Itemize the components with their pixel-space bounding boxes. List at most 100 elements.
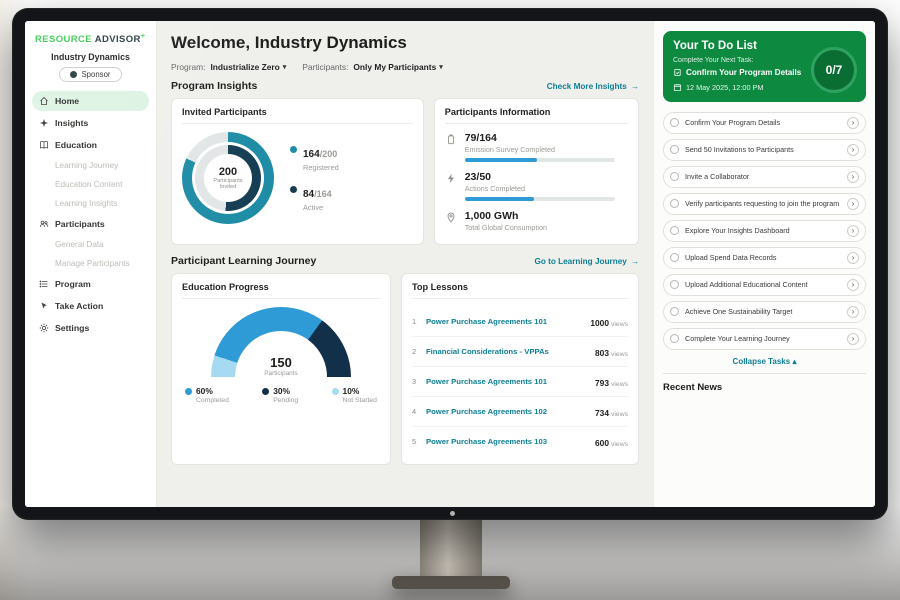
- sidebar-item-label: Education: [55, 140, 97, 151]
- lesson-link[interactable]: Financial Considerations - VPPAs: [425, 347, 549, 356]
- card-title: Participants Information: [444, 107, 628, 124]
- check-more-insights-link[interactable]: Check More Insights →: [547, 82, 639, 91]
- task-row[interactable]: Verify participants requesting to join t…: [663, 192, 866, 215]
- chevron-right-icon[interactable]: ›: [847, 278, 859, 291]
- sidebar-item-take-action[interactable]: Take Action: [32, 296, 149, 316]
- gear-icon: [39, 323, 49, 333]
- views-word: views: [611, 320, 628, 328]
- power-led: [450, 511, 455, 516]
- program-filter-label: Program:: [171, 62, 206, 72]
- people-icon: [39, 219, 49, 229]
- dashboard-screen: RESOURCE ADVISOR+ Industry Dynamics Spon…: [25, 21, 875, 507]
- legend-pct: 30%: [273, 386, 290, 396]
- task-row[interactable]: Upload Additional Educational Content ›: [663, 273, 866, 296]
- task-row[interactable]: Upload Spend Data Records ›: [663, 246, 866, 269]
- task-checkbox[interactable]: [670, 172, 679, 182]
- legend-dot: [290, 146, 297, 153]
- sidebar-item-program[interactable]: Program: [32, 274, 149, 294]
- task-checkbox[interactable]: [670, 334, 679, 344]
- task-checkbox[interactable]: [670, 118, 679, 128]
- legend-dot: [262, 388, 270, 395]
- sidebar-item-insights[interactable]: Insights: [32, 113, 149, 133]
- sponsor-badge[interactable]: Sponsor: [59, 67, 122, 83]
- donut-legend: 164/200 Registered 84/164 Active: [290, 144, 339, 212]
- pointer-icon: [39, 301, 49, 311]
- card-title: Top Lessons: [411, 282, 628, 299]
- sidebar-item-label: Settings: [55, 323, 90, 334]
- invited-participants-card: Invited Participants 200 Participants In…: [171, 98, 424, 245]
- chevron-down-icon: ▾: [439, 64, 443, 71]
- chevron-right-icon[interactable]: ›: [847, 305, 859, 318]
- sidebar-item-label: Insights: [55, 118, 89, 129]
- chevron-right-icon[interactable]: ›: [847, 251, 859, 264]
- chevron-right-icon[interactable]: ›: [847, 143, 859, 156]
- legend-dot: [185, 388, 192, 395]
- sidebar-item-label: Home: [55, 96, 80, 107]
- arrow-right-icon: →: [630, 81, 639, 91]
- stat-global-consumption: 1,000 GWh Total Global Consumption: [445, 210, 628, 236]
- sidebar: RESOURCE ADVISOR+ Industry Dynamics Spon…: [25, 21, 157, 507]
- participants-filter-select[interactable]: Only My Participants ▾: [353, 62, 442, 72]
- task-checkbox[interactable]: [670, 199, 679, 209]
- todo-subtitle: Complete Your Next Task:: [673, 57, 754, 64]
- stat-value: 1,000 GWh: [464, 210, 519, 222]
- todo-progress-ring: 0/7: [811, 47, 857, 93]
- lesson-link[interactable]: Power Purchase Agreements 101: [425, 377, 548, 386]
- sidebar-nav: Home Insights Education Learning Journey…: [32, 91, 149, 338]
- sidebar-item-home[interactable]: Home: [32, 91, 149, 112]
- task-row[interactable]: Confirm Your Program Details ›: [663, 111, 866, 134]
- chevron-right-icon[interactable]: ›: [847, 332, 859, 345]
- chevron-right-icon[interactable]: ›: [847, 197, 859, 210]
- todo-next-task: Confirm Your Program Details: [673, 68, 815, 78]
- task-checkbox[interactable]: [670, 145, 679, 155]
- collapse-tasks-link[interactable]: Collapse Tasks ▴: [663, 357, 866, 366]
- sidebar-item-settings[interactable]: Settings: [32, 318, 149, 338]
- chevron-right-icon[interactable]: ›: [847, 224, 859, 237]
- todo-summary-card: Your To Do List Complete Your Next Task:…: [663, 31, 866, 102]
- lesson-link[interactable]: Power Purchase Agreements 103: [425, 437, 548, 446]
- legend-label: Pending: [273, 397, 299, 404]
- chevron-right-icon[interactable]: ›: [847, 170, 859, 183]
- task-checkbox[interactable]: [670, 280, 679, 290]
- program-filter-value: Industrialize Zero: [210, 62, 280, 72]
- lesson-rank: 2: [411, 347, 417, 356]
- stat-label: Actions Completed: [464, 184, 526, 193]
- task-label: Upload Additional Educational Content: [685, 280, 808, 290]
- sidebar-item-manage-participants[interactable]: Manage Participants: [55, 259, 130, 269]
- sidebar-item-education-content[interactable]: Education Content: [55, 180, 123, 190]
- participants-filter-label: Participants:: [302, 62, 349, 72]
- section-title: Program Insights: [171, 80, 258, 92]
- stat-value: 79/164: [464, 132, 497, 144]
- gauge-center: 150 Participants: [211, 355, 351, 377]
- sidebar-item-education[interactable]: Education: [32, 135, 149, 155]
- task-row[interactable]: Send 50 Invitations to Participants ›: [663, 138, 866, 161]
- logo-secondary: ADVISOR: [94, 34, 141, 46]
- stat-label: Emission Survey Completed: [464, 145, 555, 154]
- chevron-right-icon[interactable]: ›: [847, 116, 859, 129]
- task-row[interactable]: Explore Your Insights Dashboard ›: [663, 219, 866, 242]
- task-row[interactable]: Complete Your Learning Journey ›: [663, 327, 866, 350]
- program-filter-select[interactable]: Industrialize Zero ▾: [210, 62, 286, 72]
- legend-total: /164: [314, 189, 332, 199]
- sidebar-item-general-data[interactable]: General Data: [55, 240, 104, 250]
- go-to-learning-journey-link[interactable]: Go to Learning Journey →: [534, 257, 639, 266]
- legend-value: 164: [303, 149, 320, 160]
- task-row[interactable]: Invite a Collaborator ›: [663, 165, 866, 188]
- legend-label: Not Started: [342, 397, 377, 404]
- lesson-row: 2 Financial Considerations - VPPAs 803 vi…: [411, 337, 628, 367]
- sidebar-item-participants[interactable]: Participants: [32, 214, 149, 234]
- sidebar-item-learning-insights[interactable]: Learning Insights: [55, 199, 118, 209]
- legend-item-completed: 60% Completed: [185, 386, 229, 404]
- progress-bar: [464, 197, 615, 201]
- lesson-row: 4 Power Purchase Agreements 102 734 views: [411, 397, 628, 427]
- task-checkbox[interactable]: [670, 226, 679, 236]
- legend-pct: 10%: [342, 386, 360, 396]
- lesson-link[interactable]: Power Purchase Agreements 102: [425, 407, 548, 416]
- task-checkbox[interactable]: [670, 253, 679, 263]
- page-title: Welcome, Industry Dynamics: [171, 33, 407, 52]
- lesson-link[interactable]: Power Purchase Agreements 101: [425, 317, 548, 326]
- task-row[interactable]: Achieve One Sustainability Target ›: [663, 300, 866, 323]
- task-checkbox[interactable]: [670, 307, 679, 317]
- task-label: Confirm Your Program Details: [685, 118, 781, 128]
- sidebar-item-learning-journey[interactable]: Learning Journey: [55, 161, 119, 171]
